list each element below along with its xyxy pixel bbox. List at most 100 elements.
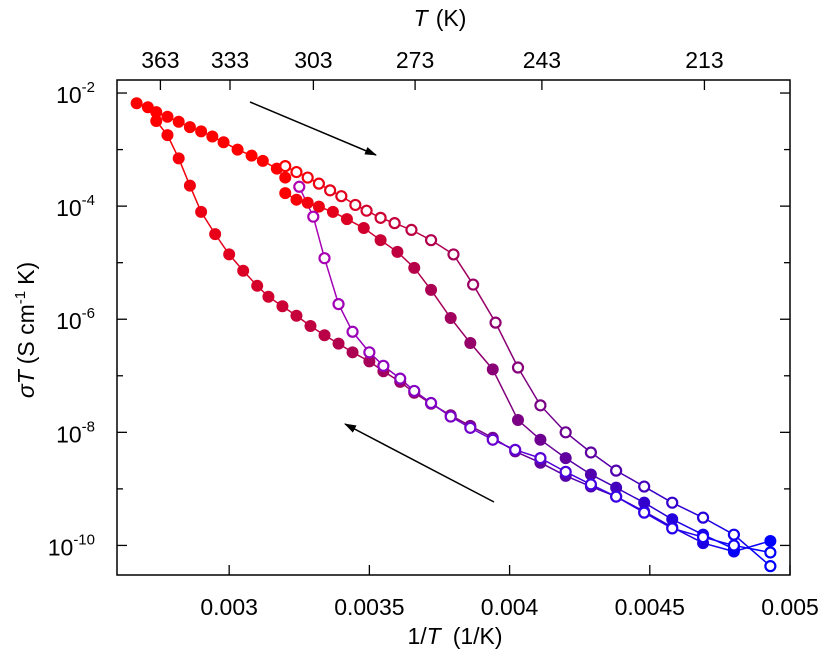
data-point	[464, 336, 477, 349]
y-tick-base: 10	[56, 195, 82, 221]
data-point	[696, 531, 710, 544]
y-tick-label: 10-4	[56, 192, 95, 221]
data-point	[340, 213, 353, 226]
data-point	[534, 399, 547, 412]
data-point	[223, 248, 236, 261]
data-point	[764, 546, 777, 559]
data-point	[251, 279, 264, 292]
y-tick-exp: -10	[73, 531, 95, 548]
data-point	[332, 337, 345, 350]
data-point	[584, 468, 597, 481]
data-point	[301, 196, 314, 209]
y-tick-base: 10	[48, 534, 74, 560]
y-tick-exp: -8	[82, 418, 95, 435]
data-point	[172, 115, 185, 128]
plot-frame	[116, 79, 791, 576]
data-point	[276, 300, 289, 313]
data-point	[195, 205, 208, 218]
data-point	[332, 298, 345, 311]
data-point	[363, 346, 376, 359]
y-tick-label: 10-8	[56, 418, 95, 447]
data-point	[183, 179, 196, 192]
data-point	[559, 465, 572, 478]
series-line	[155, 120, 771, 553]
data-point	[161, 129, 174, 142]
data-point	[290, 309, 303, 322]
x2-tick-label: 363	[141, 47, 179, 73]
data-point	[360, 204, 373, 217]
x-axis-unit: (1/K)	[453, 623, 503, 649]
x-tick-label: 0.003	[200, 594, 258, 620]
data-point	[408, 384, 421, 398]
x2-tick-label: 303	[294, 47, 332, 73]
data-point	[559, 426, 572, 439]
data-point	[638, 506, 651, 519]
data-point	[638, 496, 651, 509]
data-point	[231, 143, 244, 156]
top-axis-symbol: T	[414, 5, 430, 31]
data-point	[584, 446, 598, 459]
data-point	[130, 97, 143, 110]
data-point	[335, 190, 348, 203]
x2-tick-label: 333	[211, 47, 249, 73]
data-point	[161, 110, 174, 123]
y-tick-base: 10	[56, 308, 82, 334]
x-axis-title: 1/T (1/K)	[407, 623, 502, 649]
y-tick-base: 10	[56, 421, 82, 447]
series-line	[284, 192, 735, 550]
series-line	[284, 165, 771, 567]
y-tick-label: 10-2	[56, 79, 95, 108]
data-point	[279, 160, 292, 173]
data-point	[217, 136, 230, 149]
data-point	[464, 421, 477, 434]
x-tick-label: 0.0035	[334, 594, 404, 620]
data-point	[183, 121, 196, 134]
data-point	[304, 319, 317, 332]
data-point	[405, 223, 418, 236]
data-point	[696, 511, 710, 524]
x-tick-label: 0.005	[761, 594, 819, 620]
data-point	[293, 180, 306, 193]
data-point	[318, 252, 331, 265]
data-point	[764, 560, 777, 573]
data-point	[727, 539, 741, 552]
y-axis-unit-post: K)	[13, 262, 39, 285]
y-tick-base: 10	[56, 82, 82, 108]
data-point	[312, 200, 325, 213]
data-point	[391, 245, 404, 258]
data-point	[444, 410, 457, 423]
data-point	[666, 513, 679, 526]
data-point	[312, 177, 325, 190]
y-axis-title: σT (S cm-1 K)	[12, 262, 39, 398]
data-point	[279, 171, 292, 184]
data-point	[363, 355, 376, 368]
data-point	[509, 443, 522, 456]
y-tick-label: 10-10	[48, 531, 95, 560]
data-point	[638, 480, 651, 493]
data-point	[666, 522, 679, 535]
data-point	[374, 234, 387, 247]
arrow	[249, 101, 377, 156]
y-axis-exp: -1	[12, 291, 29, 304]
data-point	[346, 346, 359, 359]
arrow	[344, 423, 495, 503]
series-line	[298, 186, 771, 554]
x2-tick-label: 213	[685, 47, 723, 73]
data-point	[489, 316, 502, 329]
data-point	[346, 325, 359, 338]
data-point	[237, 264, 250, 277]
data-point	[534, 452, 547, 465]
x-axis-symbol: T	[427, 623, 443, 649]
data-point	[444, 312, 457, 325]
data-point	[394, 372, 407, 385]
data-point	[307, 210, 320, 223]
data-point	[290, 193, 303, 206]
y-tick-exp: -2	[82, 79, 95, 96]
data-point	[408, 261, 421, 274]
data-point	[318, 329, 331, 342]
x-axis-pre: 1/	[407, 623, 427, 649]
data-point	[534, 433, 547, 446]
data-point	[467, 278, 480, 291]
data-point	[424, 396, 438, 410]
